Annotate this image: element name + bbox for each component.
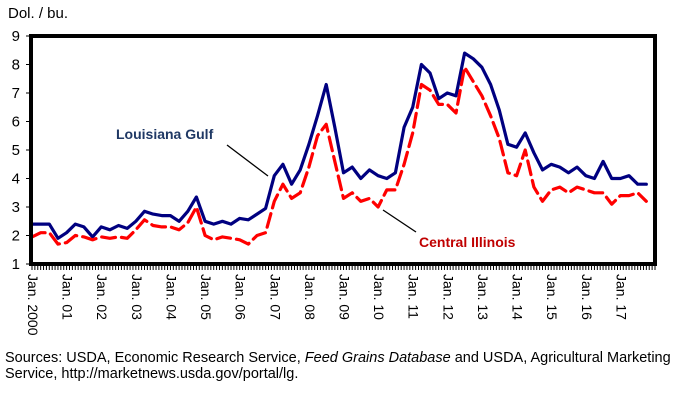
x-tick-label: Jan. 10 bbox=[371, 274, 387, 320]
x-tick-label: Jan. 15 bbox=[544, 274, 560, 320]
y-tick-label: 4 bbox=[12, 171, 20, 188]
x-tick-label: Jan. 17 bbox=[613, 274, 629, 320]
x-tick-label: Jan. 08 bbox=[302, 274, 318, 320]
y-tick-label: 1 bbox=[12, 256, 20, 273]
x-tick-label: Jan. 2000 bbox=[25, 274, 41, 336]
x-tick-label: Jan. 04 bbox=[163, 274, 179, 320]
x-tick-label: Jan. 12 bbox=[440, 274, 456, 320]
source-prefix: Sources: USDA, Economic Research Service… bbox=[5, 350, 305, 366]
y-tick-label: 5 bbox=[12, 142, 20, 159]
y-axis-unit-label: Dol. / bu. bbox=[8, 5, 69, 22]
annotations: Louisiana Gulf Central Illinois bbox=[116, 126, 516, 250]
louisiana-gulf-label: Louisiana Gulf bbox=[116, 126, 214, 142]
y-tick-label: 9 bbox=[12, 28, 20, 45]
source-note: Sources: USDA, Economic Research Service… bbox=[5, 350, 675, 382]
series-layer bbox=[30, 51, 648, 246]
central-illinois-leader-line bbox=[382, 209, 417, 233]
x-tick-label: Jan. 07 bbox=[267, 274, 283, 320]
source-suffix: and USDA, Agricultural Marketing Service… bbox=[5, 350, 671, 382]
x-tick-label: Jan. 16 bbox=[579, 274, 595, 320]
y-tick-label: 6 bbox=[12, 114, 20, 131]
x-tick-label: Jan. 02 bbox=[94, 274, 110, 320]
x-tick-label: Jan. 01 bbox=[60, 274, 76, 320]
central-illinois-label: Central Illinois bbox=[419, 234, 516, 250]
plot-frame bbox=[29, 34, 657, 266]
x-tick-label: Jan. 14 bbox=[510, 274, 526, 320]
x-tick-label: Jan. 03 bbox=[129, 274, 145, 320]
x-axis: Jan. 2000 Jan. 01 Jan. 02 Jan. 03 Jan. 04 Jan… bbox=[25, 266, 656, 336]
x-tick-label: Jan. 06 bbox=[233, 274, 249, 320]
y-tick-label: 3 bbox=[12, 199, 20, 216]
series-line-louisiana-gulf bbox=[30, 51, 648, 240]
source-italic: Feed Grains Database bbox=[304, 350, 451, 366]
louisiana-gulf-leader-line bbox=[226, 144, 269, 177]
y-tick-label: 2 bbox=[12, 228, 20, 245]
x-tick-label: Jan. 05 bbox=[198, 274, 214, 320]
plot-border bbox=[29, 34, 657, 266]
series-line-central-illinois bbox=[30, 65, 648, 246]
y-tick-label: 8 bbox=[12, 57, 20, 74]
y-tick-label: 7 bbox=[12, 85, 20, 102]
x-tick-label: Jan. 09 bbox=[337, 274, 353, 320]
x-tick-label: Jan. 11 bbox=[406, 274, 422, 319]
x-tick-label: Jan. 13 bbox=[475, 274, 491, 320]
y-axis: 1 2 3 4 5 6 7 8 9 bbox=[12, 28, 30, 273]
